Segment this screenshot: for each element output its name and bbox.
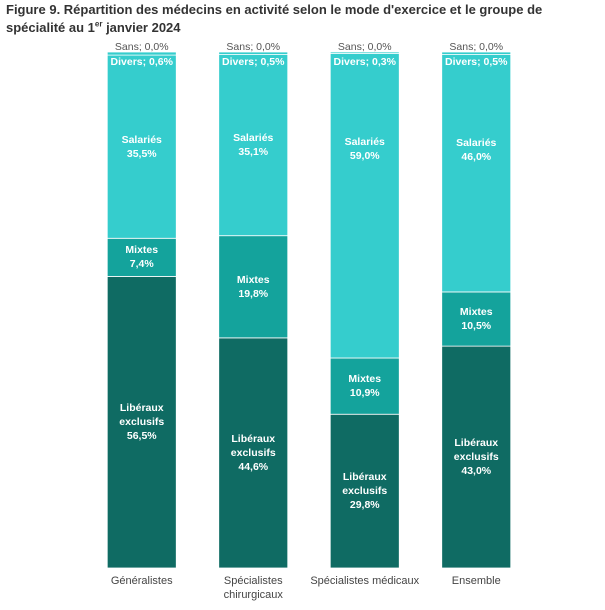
segment-label: Divers; 0,5% (421, 56, 531, 68)
segment-label: Divers; 0,6% (87, 56, 197, 68)
series-name: Mixtes (348, 373, 382, 386)
segment-label: Salariés 35,1% (216, 131, 290, 159)
segment-label: Mixtes 19,8% (216, 273, 290, 301)
series-name: Sans (114, 41, 139, 53)
series-name: Salariés (456, 136, 497, 149)
segment-label: Sans; 0,0% (310, 41, 420, 53)
series-name: Mixtes (236, 273, 270, 286)
title-text: janvier 2024 (102, 20, 181, 35)
separator: ; (361, 41, 368, 53)
segment-label: Divers; 0,3% (310, 56, 420, 68)
bar-segment (218, 337, 289, 569)
value-label: 0,5% (260, 56, 285, 68)
segment-label: Libéraux exclusifs 44,6% (216, 432, 290, 474)
bar-segment (218, 54, 289, 237)
segment-label: Mixtes 10,9% (328, 372, 402, 400)
series-name: Divers (445, 56, 478, 68)
segment-label: Libéraux exclusifs 43,0% (439, 436, 513, 478)
segment-label: Sans; 0,0% (198, 41, 308, 53)
series-name: Sans (226, 41, 251, 53)
title-text: Figure 9. Répartition des médecins en ac… (6, 2, 543, 35)
segment-label: Salariés 46,0% (439, 136, 513, 164)
bar-segment (106, 54, 177, 239)
series-name: Salariés (233, 132, 274, 145)
value-label: 44,6% (238, 460, 269, 473)
series-name: Salariés (344, 135, 385, 148)
series-name: Libéraux exclusifs (119, 402, 165, 429)
bar-segment (218, 235, 289, 339)
title-superscript: er (94, 19, 103, 29)
value-label: 29,8% (349, 499, 380, 512)
segment-label: Mixtes 7,4% (105, 243, 179, 271)
x-tick-label: Spécialistes chirurgicaux (223, 575, 283, 601)
series-name: Divers (222, 56, 255, 68)
value-label: 35,1% (238, 146, 269, 159)
value-label: 19,8% (238, 287, 269, 300)
separator: ; (365, 56, 373, 68)
value-label: 0,0% (144, 41, 169, 53)
separator: ; (473, 41, 480, 53)
separator: ; (254, 56, 261, 68)
series-name: Sans (337, 41, 362, 53)
series-name: Salariés (121, 133, 162, 146)
x-tick-label: Spécialistes médicaux (310, 575, 420, 587)
segment-label: Divers; 0,5% (198, 56, 308, 68)
bar-segment (329, 357, 400, 415)
segment-label: Mixtes 10,5% (439, 305, 513, 333)
value-label: 0,0% (367, 41, 392, 53)
segment-label: Salariés 59,0% (328, 135, 402, 163)
segment-label: Libéraux exclusifs 56,5% (105, 401, 179, 443)
separator: ; (138, 41, 145, 53)
value-label: 59,0% (349, 149, 380, 162)
value-label: 7,4% (129, 258, 154, 271)
series-name: Libéraux exclusifs (342, 471, 388, 498)
bar-segment (441, 345, 512, 569)
separator: ; (477, 56, 484, 68)
value-label: 0,6% (149, 56, 173, 68)
bar-segment (218, 51, 289, 55)
bar-segment (441, 51, 512, 55)
x-tick-label: Généralistes (110, 575, 173, 587)
segment-label: Libéraux exclusifs 29,8% (328, 470, 402, 512)
bar-segment (329, 53, 400, 359)
series-name: Mixtes (459, 306, 493, 319)
x-tick-label: Ensemble (451, 575, 501, 587)
value-label: 0,5% (483, 56, 508, 68)
value-label: 10,9% (349, 387, 380, 400)
bar-segment (441, 54, 512, 293)
value-label: 35,5% (126, 147, 157, 160)
series-name: Sans (449, 41, 474, 53)
segment-label: Sans; 0,0% (87, 41, 197, 53)
value-label: 43,0% (461, 465, 492, 478)
series-name: Libéraux exclusifs (453, 437, 499, 464)
segment-label: Salariés 35,5% (105, 133, 179, 161)
separator: ; (142, 56, 150, 68)
value-label: 0,0% (479, 41, 504, 53)
value-label: 46,0% (461, 150, 492, 163)
chart-title: Figure 9. Répartition des médecins en ac… (6, 1, 602, 37)
bar-segment (441, 291, 512, 347)
separator: ; (250, 41, 257, 53)
series-name: Libéraux exclusifs (230, 432, 276, 459)
bar-segment (329, 413, 400, 569)
series-name: Mixtes (125, 244, 159, 257)
value-label: 0,3% (372, 56, 396, 68)
bar-segment (329, 51, 400, 54)
series-name: Divers (333, 56, 366, 68)
value-label: 0,0% (256, 41, 281, 53)
bar-segment (106, 51, 177, 56)
bar-segment (106, 276, 177, 569)
series-name: Divers (110, 56, 143, 68)
value-label: 56,5% (126, 430, 157, 443)
value-label: 10,5% (461, 320, 492, 333)
segment-label: Sans; 0,0% (421, 41, 531, 53)
